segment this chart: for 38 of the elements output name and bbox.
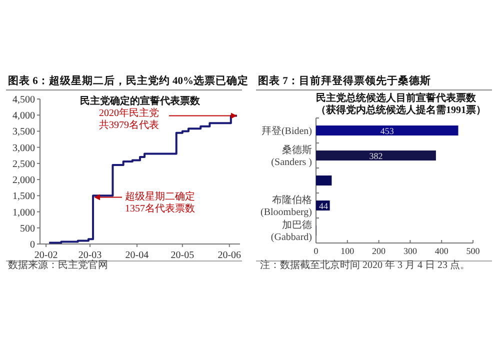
y-tick-label: 布隆伯格 (Bloomberg): [260, 194, 312, 218]
bar: [316, 150, 436, 160]
x-tick-label: 300: [403, 246, 418, 256]
y-tick-label: 2,500: [12, 158, 35, 170]
data-label: 453: [380, 126, 394, 136]
chart-title: 图表 7：目前拜登得票领先于桑德斯: [258, 74, 431, 87]
y-tick-label: 4,500: [12, 94, 35, 106]
x-tick-label: 20-02: [34, 250, 58, 261]
source-note: 数据来源：民主党官网: [8, 259, 108, 271]
x-tick-label: 20-05: [170, 250, 194, 261]
bar: [316, 126, 458, 136]
y-tick-label: 3,000: [12, 142, 35, 154]
x-tick-label: 0: [314, 246, 319, 256]
y-tick-label: 2,000: [12, 175, 35, 186]
x-tick-label: 20-04: [125, 250, 149, 261]
y-tick-label: 1,000: [12, 207, 35, 218]
x-tick-label: 100: [340, 246, 355, 256]
x-tick-label: 20-06: [218, 250, 242, 261]
y-tick-label: 3,500: [12, 126, 35, 138]
x-tick-label: 400: [434, 246, 449, 256]
text: 注：数据截至北京时间 2020 年 3 月 4 日 23 点。: [260, 259, 470, 271]
y-tick-label: 4,000: [12, 110, 35, 122]
y-tick-label: 桑德斯 (Sanders ): [271, 144, 312, 168]
x-tick-label: 200: [372, 246, 386, 256]
y-tick-label: 500: [20, 223, 35, 234]
chart-subtitle: 民主党确定的宣誓代表票数: [80, 95, 201, 107]
chart-title: 图表 6：超级星期二后，民主党约 40%选票已确定: [8, 74, 248, 87]
annotation: 超级星期二确定1357名代表票数: [125, 190, 196, 214]
bar: [316, 176, 332, 186]
data-label: 382: [369, 151, 383, 161]
data-label: 44: [319, 201, 328, 211]
chart-subtitle: 民主党总统候选人目前宣誓代表票数（获得党内总统候选人提名需1991票）: [316, 92, 486, 116]
y-tick-label: 加巴德 (Gabbard): [270, 219, 312, 243]
y-tick-label: 拜登(Biden): [261, 125, 312, 137]
y-tick-label: 1,500: [12, 191, 35, 202]
x-tick-label: 500: [466, 246, 480, 256]
x-tick-label: 20-03: [78, 250, 102, 261]
annotation: 2020年民主党共3979名代表: [98, 106, 159, 131]
